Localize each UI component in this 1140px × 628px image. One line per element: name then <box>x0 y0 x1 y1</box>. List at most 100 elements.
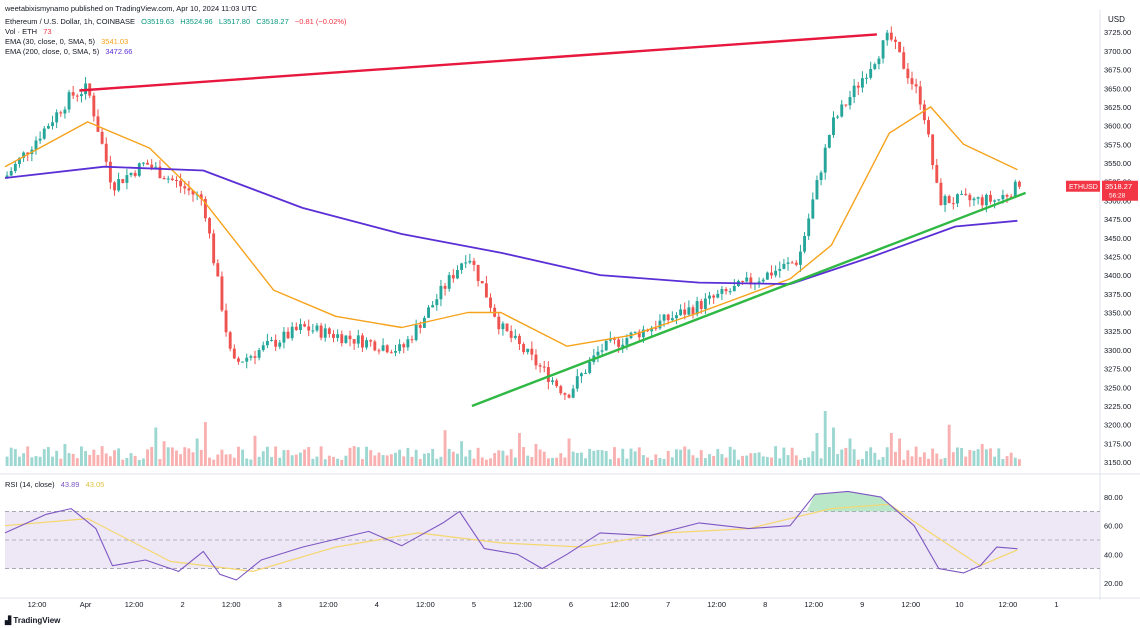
candle[interactable] <box>798 251 802 265</box>
candle[interactable] <box>71 92 75 96</box>
candle[interactable] <box>245 357 249 362</box>
candle[interactable] <box>137 163 141 176</box>
candle[interactable] <box>666 314 670 321</box>
candle[interactable] <box>414 324 418 340</box>
candle[interactable] <box>555 380 559 387</box>
candle[interactable] <box>484 283 488 298</box>
candle[interactable] <box>675 315 678 319</box>
candle[interactable] <box>241 361 245 363</box>
candle[interactable] <box>183 186 187 189</box>
candle[interactable] <box>881 40 885 59</box>
candle[interactable] <box>154 166 158 168</box>
candle[interactable] <box>216 263 220 277</box>
candle[interactable] <box>559 386 563 394</box>
candle[interactable] <box>625 338 629 345</box>
candle[interactable] <box>947 196 951 204</box>
candle[interactable] <box>125 175 129 183</box>
candle[interactable] <box>811 199 815 219</box>
candle[interactable] <box>265 340 269 346</box>
candle[interactable] <box>530 348 534 355</box>
candle[interactable] <box>935 165 939 183</box>
candle[interactable] <box>344 335 348 344</box>
candle[interactable] <box>92 95 96 117</box>
candle[interactable] <box>856 85 860 88</box>
candle[interactable] <box>257 350 261 358</box>
candle[interactable] <box>389 352 393 354</box>
candle[interactable] <box>993 200 997 202</box>
candle[interactable] <box>274 339 278 347</box>
ema30-legend[interactable]: EMA (30, close, 0, SMA, 5) 3541.03 <box>5 37 132 46</box>
candle[interactable] <box>526 348 530 353</box>
candle[interactable] <box>509 331 513 338</box>
candle[interactable] <box>497 316 501 330</box>
candle[interactable] <box>26 152 30 155</box>
candle[interactable] <box>179 180 183 187</box>
candle[interactable] <box>224 310 228 333</box>
candle[interactable] <box>1005 195 1009 197</box>
candle[interactable] <box>931 134 935 166</box>
candle[interactable] <box>517 335 521 345</box>
candle[interactable] <box>427 307 430 318</box>
candle[interactable] <box>418 324 422 328</box>
candle[interactable] <box>770 272 773 276</box>
candle[interactable] <box>757 281 761 283</box>
tradingview-logo[interactable]: ▟ TradingView <box>5 616 60 625</box>
candle[interactable] <box>394 351 397 353</box>
volume-legend[interactable]: Vol · ETH 73 <box>5 27 56 36</box>
candle[interactable] <box>943 196 947 206</box>
candle[interactable] <box>860 78 864 88</box>
candle[interactable] <box>972 198 976 201</box>
candle[interactable] <box>162 178 166 180</box>
candle[interactable] <box>699 301 703 309</box>
candle[interactable] <box>687 307 691 315</box>
candle[interactable] <box>984 194 988 206</box>
candle[interactable] <box>641 329 645 338</box>
candle[interactable] <box>815 180 819 200</box>
candle[interactable] <box>166 178 170 180</box>
candle[interactable] <box>608 338 612 341</box>
candle[interactable] <box>323 328 327 338</box>
candle[interactable] <box>827 134 831 148</box>
candle[interactable] <box>377 350 381 352</box>
candle[interactable] <box>220 276 224 311</box>
candle[interactable] <box>865 77 868 79</box>
candle[interactable] <box>670 318 674 321</box>
candle[interactable] <box>732 286 736 292</box>
candle[interactable] <box>9 171 13 176</box>
candle[interactable] <box>381 345 385 351</box>
candle[interactable] <box>658 320 662 329</box>
candle[interactable] <box>476 264 480 282</box>
candle[interactable] <box>534 354 538 366</box>
candle[interactable] <box>290 326 294 339</box>
candle[interactable] <box>1009 196 1013 198</box>
candle[interactable] <box>108 161 112 183</box>
candle[interactable] <box>579 373 583 377</box>
candle[interactable] <box>716 293 720 298</box>
candle[interactable] <box>790 262 794 264</box>
candle[interactable] <box>55 112 59 123</box>
candle[interactable] <box>848 97 852 106</box>
candle[interactable] <box>604 340 608 351</box>
candle[interactable] <box>513 335 517 338</box>
candle[interactable] <box>398 344 402 352</box>
candle[interactable] <box>662 314 666 321</box>
candle[interactable] <box>133 172 137 176</box>
candle[interactable] <box>951 203 955 205</box>
candle[interactable] <box>208 218 211 234</box>
candle[interactable] <box>464 262 468 264</box>
candle[interactable] <box>460 263 464 270</box>
candle[interactable] <box>588 362 592 373</box>
candle[interactable] <box>741 280 745 282</box>
candle[interactable] <box>538 365 542 367</box>
candle[interactable] <box>406 339 410 348</box>
candle[interactable] <box>261 345 265 351</box>
candle[interactable] <box>158 166 162 179</box>
candle[interactable] <box>319 325 323 338</box>
candle[interactable] <box>922 104 926 121</box>
candle[interactable] <box>315 325 319 331</box>
candle[interactable] <box>832 117 835 135</box>
candle[interactable] <box>34 140 38 150</box>
candle[interactable] <box>307 326 311 331</box>
candle[interactable] <box>468 260 472 263</box>
